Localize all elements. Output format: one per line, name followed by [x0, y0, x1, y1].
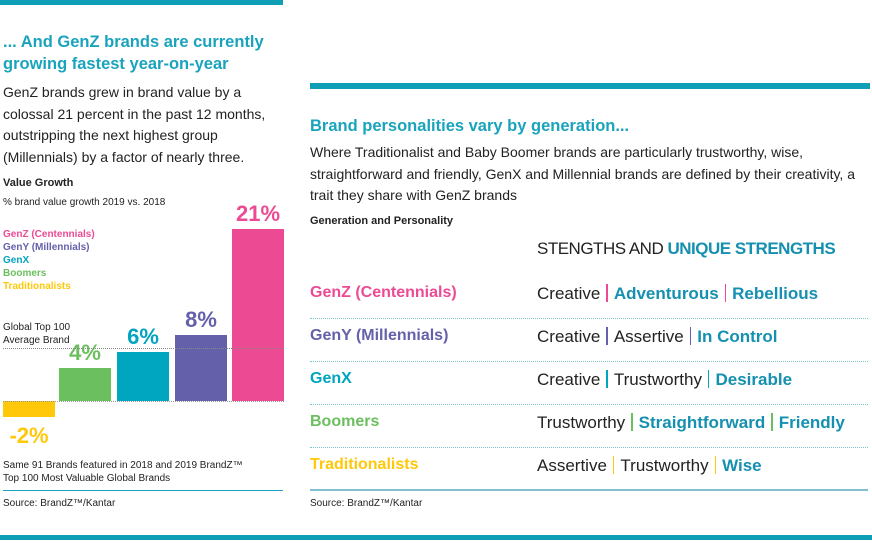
chart-title: Value Growth — [3, 177, 74, 189]
bottom-accent-bar — [0, 535, 872, 540]
top-accent-bar-right — [310, 83, 870, 89]
generation-label: GenZ (Centennials) — [310, 284, 457, 301]
table-row: GenX Creative Trustworthy Desirable — [310, 370, 868, 413]
divider — [3, 490, 283, 491]
chart-footnote: Same 91 Brands featured in 2018 and 2019… — [3, 460, 243, 484]
separator — [606, 284, 608, 302]
traits: Creative Adventurous Rebellious — [537, 284, 818, 304]
separator — [771, 413, 773, 431]
trait: Assertive — [613, 327, 684, 346]
right-source: Source: BrandZ™/Kantar — [310, 498, 423, 509]
trait: Adventurous — [613, 284, 719, 303]
traits: Assertive Trustworthy Wise — [537, 456, 762, 476]
unique-trait: Rebellious — [732, 284, 819, 303]
left-source: Source: BrandZ™/Kantar — [3, 498, 116, 509]
table-header: STENGTHS AND UNIQUE STRENGTHS — [537, 239, 836, 258]
bar-value-label: 21% — [235, 200, 281, 226]
table-bottom-rule — [310, 489, 868, 491]
generation-label: Boomers — [310, 413, 380, 430]
right-heading: Brand personalities vary by generation..… — [310, 117, 630, 135]
traits: Creative Trustworthy Desirable — [537, 370, 792, 390]
row-divider — [310, 447, 868, 448]
bar-boomers — [59, 368, 111, 401]
generation-label: GenY (Millennials) — [310, 327, 449, 344]
bar-value-label: 6% — [127, 323, 159, 349]
trait: Trustworthy — [620, 456, 709, 475]
trait: Trustworthy — [537, 413, 626, 432]
unique-trait: In Control — [697, 327, 778, 346]
top-accent-bar-left — [0, 0, 283, 5]
legend-item: Boomers — [3, 268, 47, 279]
row-divider — [310, 404, 868, 405]
left-body: GenZ brands grew in brand value by a col… — [3, 84, 266, 165]
reference-label: Global Top 100 Average Brand — [3, 322, 71, 346]
average-reference-line — [3, 347, 284, 349]
bar-value-label: -2% — [9, 423, 49, 449]
bar-value-label: 4% — [69, 340, 101, 366]
trait: Creative — [537, 370, 601, 389]
trait: Straightforward — [638, 413, 766, 432]
separator — [689, 327, 692, 345]
legend-item: Traditionalists — [3, 281, 71, 292]
bar-geny-millennials- — [175, 335, 227, 401]
table-row: Boomers Trustworthy Straightforward Friend… — [310, 413, 868, 456]
baseline — [3, 401, 284, 402]
table-row: Traditionalists Assertive Trustworthy Wise — [310, 456, 868, 499]
separator — [724, 284, 727, 302]
left-heading: ... And GenZ brands are currently growin… — [3, 33, 264, 73]
chart-legend: GenZ (Centennials) GenY (Millennials) GenX… — [3, 228, 95, 293]
unique-trait: Wise — [722, 456, 762, 475]
unique-trait: Friendly — [778, 413, 845, 432]
trait: Creative — [537, 284, 601, 303]
table-title: Generation and Personality — [310, 215, 454, 227]
bar-genz-centennials- — [232, 228, 284, 401]
trait: Assertive — [537, 456, 607, 475]
right-body: Where Traditionalist and Baby Boomer bra… — [310, 144, 855, 203]
legend-item: GenX — [3, 255, 30, 266]
table-row: GenZ (Centennials) Creative Adventurous Re… — [310, 284, 868, 327]
generation-label: GenX — [310, 370, 352, 387]
bar-chart: -2% 4% 6% 8% 21% — [0, 0, 290, 460]
row-divider — [310, 318, 868, 319]
row-divider — [310, 361, 868, 362]
bar-traditionalists — [3, 401, 55, 418]
chart-subtitle: % brand value growth 2019 vs. 2018 — [3, 197, 166, 208]
trait: Trustworthy — [613, 370, 702, 389]
table-row: GenY (Millennials) Creative Assertive In C… — [310, 327, 868, 370]
separator — [606, 327, 608, 345]
separator — [714, 456, 717, 474]
legend-item: GenY (Millennials) — [3, 242, 90, 253]
traits: Trustworthy Straightforward Friendly — [537, 413, 845, 433]
separator — [631, 413, 633, 431]
bar-genx — [117, 351, 169, 401]
bar-value-label: 8% — [185, 307, 217, 333]
legend-item: GenZ (Centennials) — [3, 229, 95, 240]
trait: Creative — [537, 327, 601, 346]
separator — [707, 370, 710, 388]
generation-label: Traditionalists — [310, 456, 419, 473]
unique-trait: Desirable — [715, 370, 793, 389]
traits: Creative Assertive In Control — [537, 327, 778, 347]
separator — [606, 370, 608, 388]
separator — [612, 456, 615, 474]
